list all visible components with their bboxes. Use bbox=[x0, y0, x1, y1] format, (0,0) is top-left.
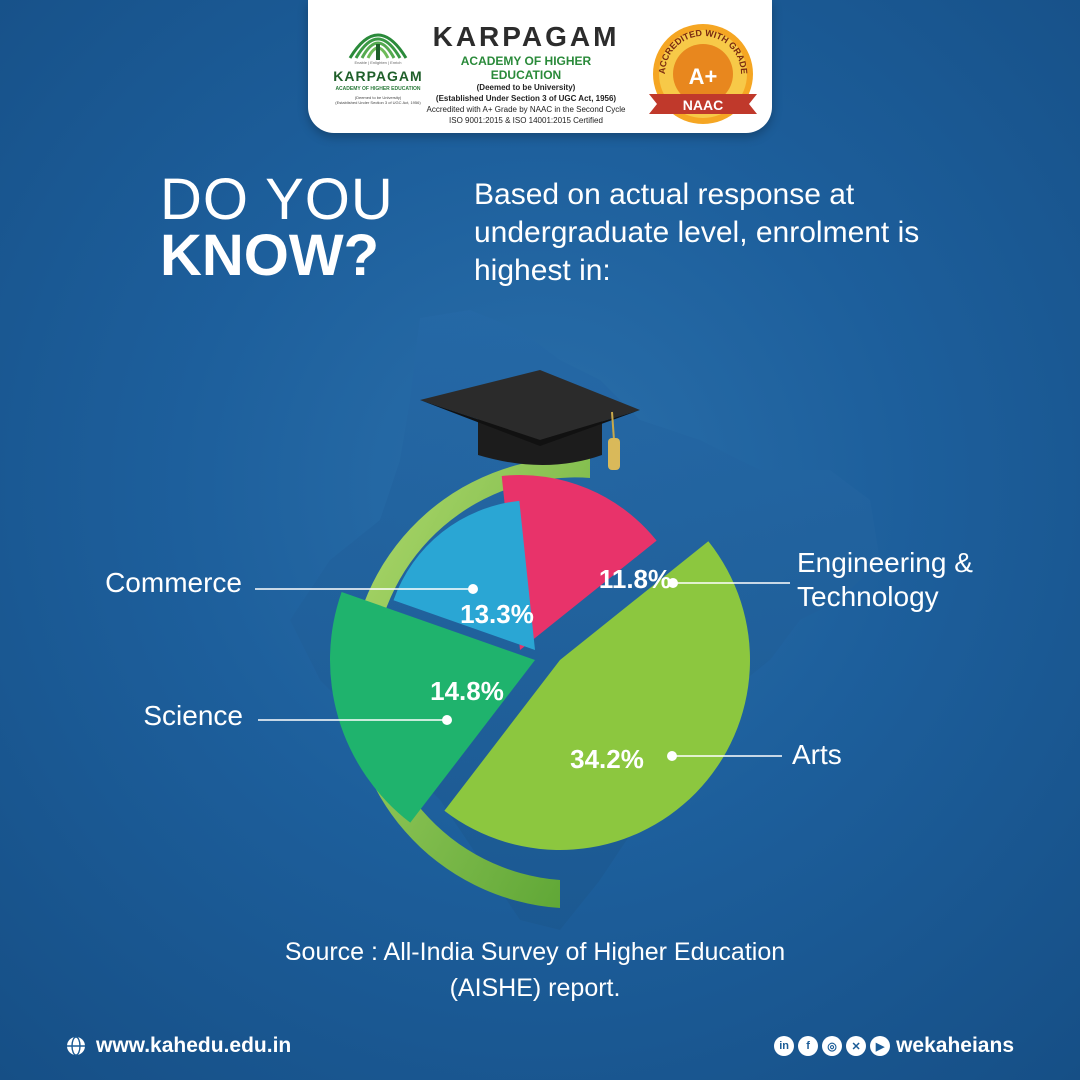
naac-grade: A+ bbox=[689, 64, 718, 89]
brand-subtitle: ACADEMY OF HIGHER EDUCATION bbox=[460, 54, 592, 82]
source-line-2: (AISHE) report. bbox=[449, 974, 621, 1002]
value-label-engineering-technology: 11.8% bbox=[599, 564, 671, 594]
category-label-commerce: Commerce bbox=[105, 567, 242, 598]
source-line-1: Source : All-India Survey of Higher Educ… bbox=[284, 938, 786, 966]
value-label-commerce: 13.3% bbox=[460, 599, 534, 629]
linkedin-icon[interactable]: in bbox=[774, 1036, 795, 1056]
header-card: Enable | Enlighten | Enrich KARPAGAM ACA… bbox=[308, 0, 772, 133]
facebook-icon[interactable]: f bbox=[798, 1036, 819, 1056]
pie-slice-engineering-technology bbox=[501, 475, 657, 650]
brand-line-2: (Established Under Section 3 of UGC Act,… bbox=[435, 94, 617, 103]
logo-tagline: Enable | Enlighten | Enrich bbox=[354, 60, 402, 65]
headline-line-2: KNOW? bbox=[160, 223, 380, 288]
x-icon[interactable]: ✕ bbox=[846, 1036, 867, 1056]
logo-tiny-1: (Deemed to be University) bbox=[354, 95, 402, 100]
youtube-icon[interactable]: ▶ bbox=[870, 1036, 891, 1056]
logo-subtitle: ACADEMY OF HIGHER EDUCATION bbox=[335, 86, 421, 92]
headline-line-1: DO YOU bbox=[160, 167, 394, 232]
brand-line-3: Accredited with A+ Grade by NAAC in the … bbox=[426, 105, 626, 114]
social-handle[interactable]: wekaheians bbox=[896, 1034, 1014, 1057]
pie-slice-science bbox=[330, 591, 535, 823]
karpagam-logo: Enable | Enlighten | Enrich KARPAGAM ACA… bbox=[330, 18, 426, 118]
pie-slices bbox=[330, 475, 751, 851]
brand-line-4: ISO 9001:2015 & ISO 14001:2015 Certified bbox=[449, 116, 603, 125]
leader-lines: 11.8% Engineering & Technology 13.3% Commerc… bbox=[105, 547, 973, 774]
source-note: Source : All-India Survey of Higher Educ… bbox=[200, 934, 870, 1006]
category-label-engineering-technology: Engineering & Technology bbox=[797, 547, 973, 612]
brand-line-1: (Deemed to be University) bbox=[476, 83, 576, 92]
brand-title: KARPAGAM bbox=[432, 21, 620, 52]
intro-text: Based on actual response at undergraduat… bbox=[474, 178, 920, 287]
footer-website[interactable]: www.kahedu.edu.in bbox=[66, 1034, 291, 1058]
naac-badge-icon: ACCREDITED WITH GRADE A+ NAAC bbox=[649, 24, 757, 124]
category-label-arts: Arts bbox=[792, 739, 842, 770]
pie-slice-commerce bbox=[393, 500, 535, 650]
leader-dot-science bbox=[442, 715, 452, 725]
category-label-science: Science bbox=[143, 700, 243, 731]
footer-social: in f ◎ ✕ ▶ wekaheians bbox=[774, 1034, 1014, 1058]
value-label-science: 14.8% bbox=[430, 676, 504, 706]
pie-slice-arts bbox=[444, 541, 751, 851]
logo-tiny-2: (Established Under Section 3 of UGC Act,… bbox=[335, 100, 421, 105]
leader-dot-arts bbox=[667, 751, 677, 761]
logo-tiny-text: (Deemed to be University) (Established U… bbox=[330, 95, 426, 105]
naac-ribbon-text: NAAC bbox=[683, 97, 723, 113]
logo-name: KARPAGAM bbox=[333, 68, 423, 84]
website-url[interactable]: www.kahedu.edu.in bbox=[96, 1034, 292, 1057]
graduation-cap-icon bbox=[420, 370, 640, 470]
value-label-arts: 34.2% bbox=[570, 744, 644, 774]
globe-icon bbox=[67, 1036, 85, 1056]
tree-logo-icon bbox=[348, 33, 408, 60]
leader-dot-commerce bbox=[468, 584, 478, 594]
brand-block: KARPAGAM ACADEMY OF HIGHER EDUCATION (De… bbox=[426, 22, 626, 126]
leader-dot-engineering-technology bbox=[668, 578, 678, 588]
instagram-icon[interactable]: ◎ bbox=[822, 1036, 843, 1056]
